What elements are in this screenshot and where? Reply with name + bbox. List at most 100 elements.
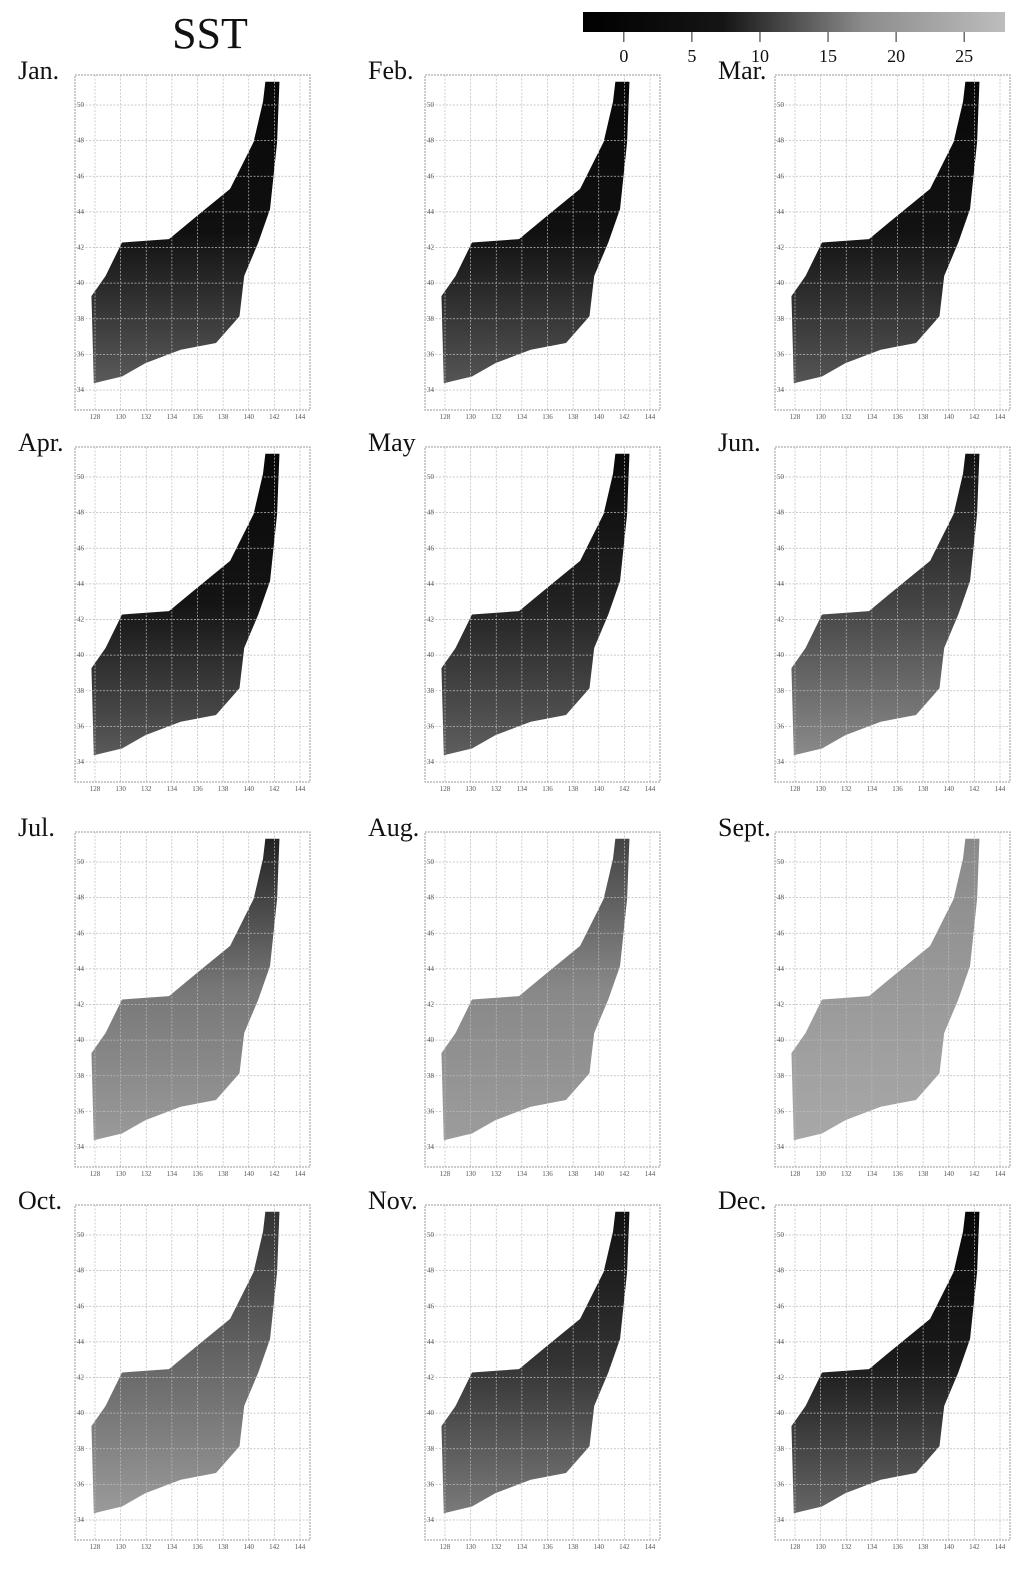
lat-tick-label: 50	[77, 101, 85, 109]
lon-tick-label: 128	[440, 413, 451, 421]
lat-tick-label: 36	[77, 1480, 85, 1488]
lon-tick-label: 132	[491, 413, 502, 421]
lon-tick-label: 142	[969, 1543, 980, 1551]
lat-tick-label: 42	[427, 616, 435, 624]
lon-tick-label: 134	[167, 785, 178, 793]
lat-tick-label: 42	[427, 1374, 435, 1382]
map-panel: Oct. 128 130 132 134 136 138 140 142 144 34 36 38 40 4…	[18, 1186, 311, 1551]
lat-tick-label: 46	[77, 544, 85, 552]
lat-tick-label: 38	[427, 1072, 435, 1080]
lat-tick-label: 34	[77, 758, 85, 766]
sst-field	[91, 1211, 280, 1514]
colorbar-tick-label: 10	[751, 46, 769, 66]
lat-tick-label: 34	[427, 1516, 435, 1524]
lon-tick-label: 128	[440, 1170, 451, 1178]
lon-tick-label: 144	[995, 785, 1006, 793]
lat-tick-label: 38	[777, 687, 785, 695]
lat-tick-label: 42	[777, 244, 785, 252]
lat-tick-label: 34	[777, 386, 785, 394]
map-frame	[424, 1204, 661, 1541]
lon-tick-label: 132	[141, 785, 152, 793]
map-frame	[424, 446, 661, 783]
map-frame	[424, 831, 661, 1168]
lon-tick-label: 140	[594, 413, 605, 421]
lon-tick-label: 134	[517, 1170, 528, 1178]
lat-tick-label: 44	[777, 965, 785, 973]
lat-tick-label: 42	[77, 244, 85, 252]
lon-tick-label: 128	[790, 1170, 801, 1178]
lon-tick-label: 132	[841, 1170, 852, 1178]
title: SST	[172, 9, 248, 58]
lat-tick-label: 46	[427, 544, 435, 552]
colorbar-tick-label: 5	[687, 46, 696, 66]
lon-tick-label: 138	[568, 1170, 579, 1178]
lat-tick-label: 50	[77, 1231, 85, 1239]
lat-tick-label: 36	[427, 722, 435, 730]
lon-tick-label: 134	[167, 1543, 178, 1551]
lon-tick-label: 138	[918, 785, 929, 793]
lat-tick-label: 50	[427, 101, 435, 109]
lat-tick-label: 36	[777, 350, 785, 358]
month-label: Jul.	[18, 813, 55, 842]
lat-tick-label: 50	[427, 473, 435, 481]
sst-field	[791, 1211, 980, 1514]
lat-tick-label: 36	[77, 722, 85, 730]
lon-tick-label: 130	[465, 1170, 476, 1178]
lat-tick-label: 44	[777, 208, 785, 216]
lon-tick-label: 134	[867, 1543, 878, 1551]
lon-tick-label: 138	[918, 413, 929, 421]
lat-tick-label: 48	[427, 1267, 435, 1275]
lon-tick-label: 136	[192, 1543, 203, 1551]
lat-tick-label: 36	[777, 1107, 785, 1115]
lon-tick-label: 142	[269, 785, 280, 793]
map-panel: Mar. 128 130 132 134 136 138 140 142 144 34 36 38 40 4…	[718, 56, 1011, 421]
lat-tick-label: 36	[777, 722, 785, 730]
lon-tick-label: 140	[244, 1543, 255, 1551]
lon-tick-label: 144	[295, 1543, 306, 1551]
map-frame	[74, 446, 311, 783]
lat-tick-label: 34	[777, 1143, 785, 1151]
lon-tick-label: 144	[295, 413, 306, 421]
map-panel: Aug. 128 130 132 134 136 138 140 142 144 34 36 38 40 4…	[368, 813, 661, 1178]
month-label: Dec.	[718, 1186, 766, 1215]
map-panel: Jul. 128 130 132 134 136 138 140 142 144 34 36 38 40 4…	[18, 813, 311, 1178]
sst-field	[91, 838, 280, 1141]
lat-tick-label: 38	[77, 1445, 85, 1453]
lon-tick-label: 128	[90, 1170, 101, 1178]
lon-tick-label: 130	[115, 1170, 126, 1178]
lat-tick-label: 34	[77, 1143, 85, 1151]
lat-tick-label: 40	[777, 651, 785, 659]
lat-tick-label: 44	[77, 965, 85, 973]
lat-tick-label: 40	[77, 1036, 85, 1044]
lon-tick-label: 134	[167, 1170, 178, 1178]
lat-tick-label: 36	[77, 1107, 85, 1115]
lat-tick-label: 46	[77, 929, 85, 937]
lat-tick-label: 48	[777, 1267, 785, 1275]
sst-field	[441, 838, 630, 1141]
lon-tick-label: 140	[594, 1170, 605, 1178]
lat-tick-label: 36	[777, 1480, 785, 1488]
map-panel: Dec. 128 130 132 134 136 138 140 142 144 34 36 38 40 4…	[718, 1186, 1011, 1551]
lon-tick-label: 142	[619, 785, 630, 793]
lon-tick-label: 138	[918, 1170, 929, 1178]
lon-tick-label: 140	[944, 785, 955, 793]
map-frame	[74, 1204, 311, 1541]
lat-tick-label: 44	[777, 580, 785, 588]
colorbar	[583, 12, 1005, 32]
lat-tick-label: 44	[427, 965, 435, 973]
map-panel: Nov. 128 130 132 134 136 138 140 142 144 34 36 38 40 4…	[368, 1186, 661, 1551]
lon-tick-label: 134	[517, 785, 528, 793]
lat-tick-label: 36	[427, 350, 435, 358]
map-frame	[74, 74, 311, 411]
lat-tick-label: 42	[777, 616, 785, 624]
lat-tick-label: 34	[427, 758, 435, 766]
lat-tick-label: 46	[777, 929, 785, 937]
lat-tick-label: 48	[77, 137, 85, 145]
lat-tick-label: 40	[777, 279, 785, 287]
lon-tick-label: 138	[568, 413, 579, 421]
lon-tick-label: 134	[867, 785, 878, 793]
lat-tick-label: 42	[777, 1001, 785, 1009]
map-frame	[774, 831, 1011, 1168]
lat-tick-label: 40	[427, 1036, 435, 1044]
